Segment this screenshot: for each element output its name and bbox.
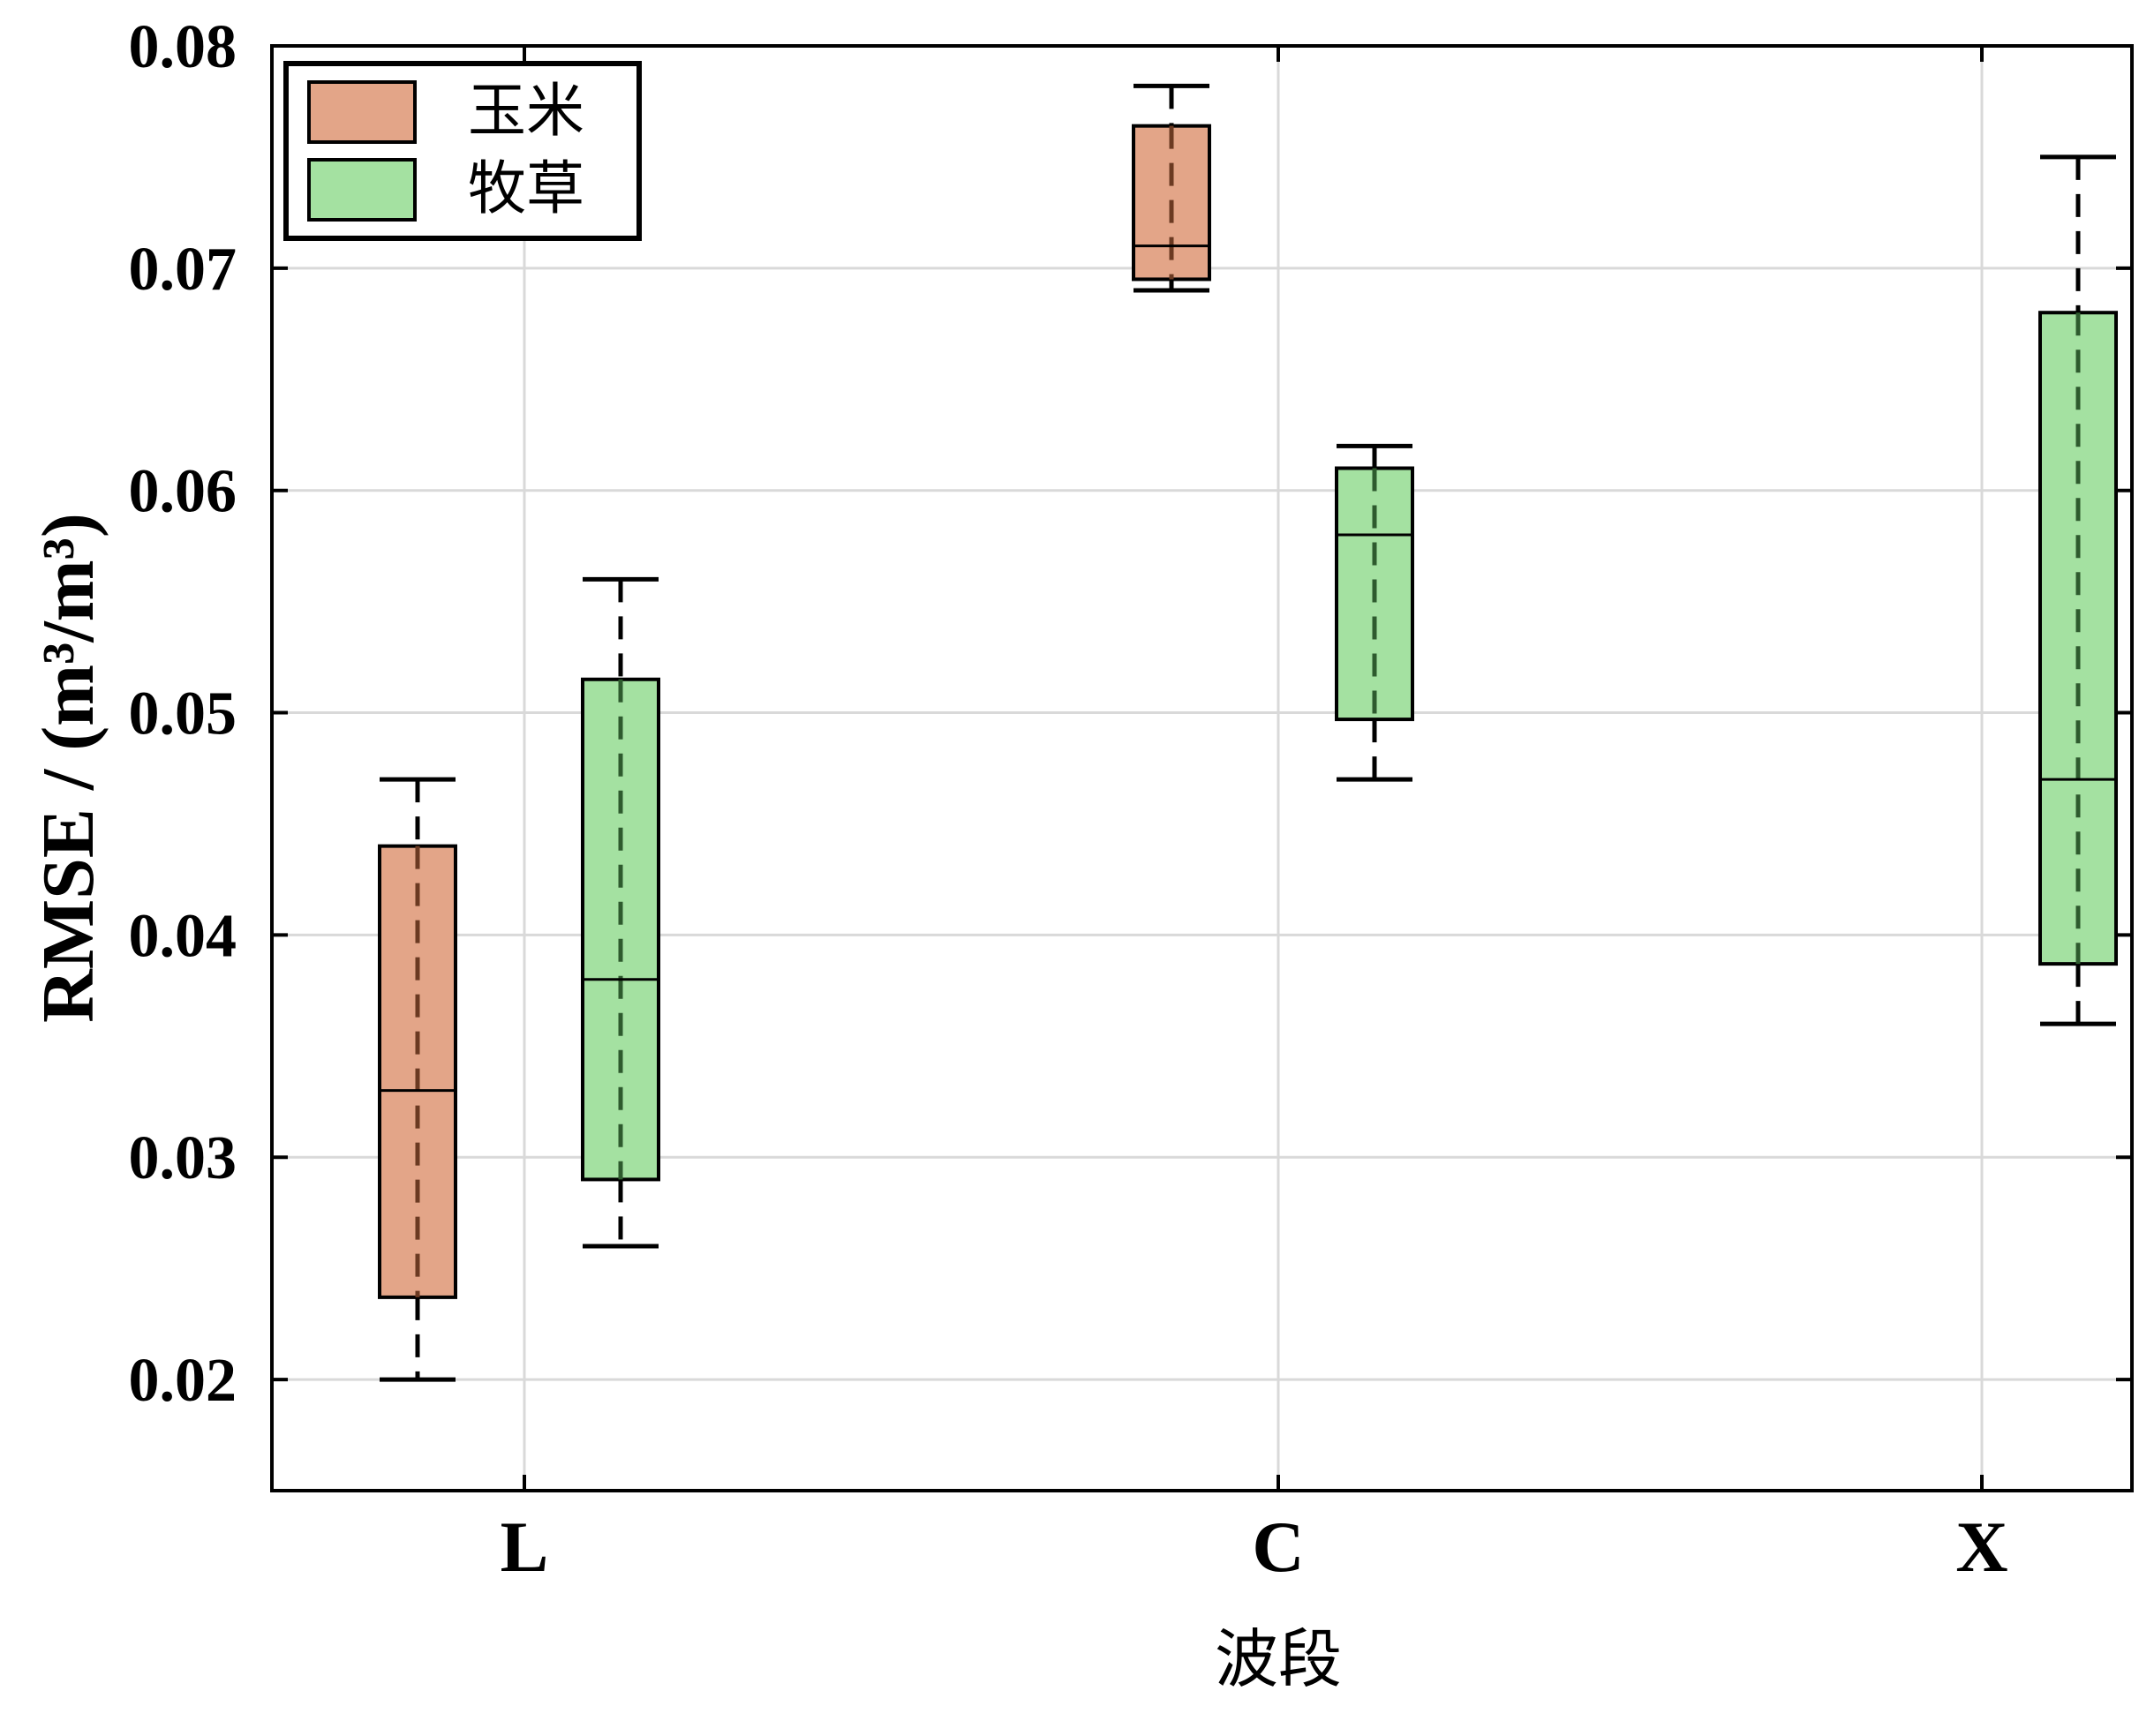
- y-tick-label: 0.07: [129, 236, 237, 304]
- box-L-series-1: [581, 576, 660, 1249]
- legend-swatch-grass: [307, 158, 417, 222]
- y-tick-label: 0.08: [129, 13, 237, 81]
- x-tick-label: X: [1955, 1507, 2007, 1587]
- box-series: [378, 83, 2118, 1382]
- y-tick-label: 0.06: [129, 458, 237, 526]
- x-tick-label: L: [501, 1507, 549, 1587]
- axis-ticks: [272, 44, 2132, 1491]
- box-C-series-0: [1132, 83, 1211, 293]
- box-body: [2038, 311, 2118, 966]
- y-axis-title: RMSE / (m³/m³): [27, 513, 109, 1023]
- box-L-series-0: [378, 777, 457, 1382]
- box-X-series-1: [2038, 154, 2118, 1026]
- y-tick-label: 0.04: [129, 902, 237, 970]
- y-tick-label: 0.02: [129, 1347, 237, 1415]
- x-axis-title: 波段: [1215, 1622, 1342, 1696]
- legend-label-grass: 牧草: [468, 154, 584, 222]
- legend: 玉米 牧草: [283, 61, 642, 241]
- x-tick-label: C: [1252, 1507, 1304, 1587]
- legend-swatch-corn: [307, 80, 417, 144]
- y-tick-labels: 0.02 0.03 0.04 0.05 0.06 0.07 0.08: [129, 13, 237, 1415]
- plot-frame: [270, 44, 2134, 1492]
- box-C-series-1: [1335, 443, 1414, 782]
- y-tick-label: 0.03: [129, 1124, 237, 1192]
- y-tick-label: 0.05: [129, 680, 237, 748]
- legend-label-corn: 玉米: [468, 77, 584, 145]
